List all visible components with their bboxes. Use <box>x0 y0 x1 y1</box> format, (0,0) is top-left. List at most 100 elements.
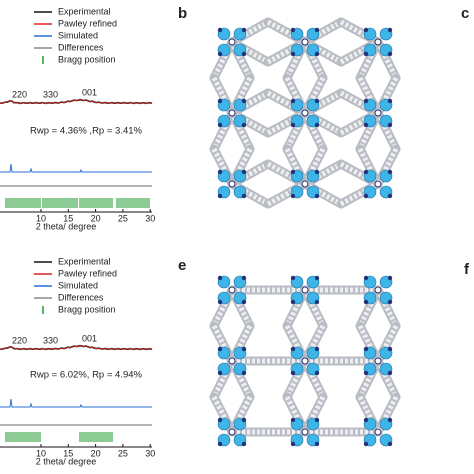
node-dot <box>290 51 296 57</box>
legend-label: Simulated <box>58 30 98 40</box>
node-center <box>301 428 309 436</box>
x-tick-label: 25 <box>118 448 128 458</box>
node-dot <box>387 275 393 281</box>
node-dot <box>217 441 223 447</box>
node-center <box>228 180 236 188</box>
node-center <box>301 180 309 188</box>
node-dot <box>363 417 369 423</box>
legend-label: Simulated <box>58 280 98 290</box>
node-dot <box>314 370 320 376</box>
node-dot <box>363 299 369 305</box>
x-tick-label: 15 <box>63 448 73 458</box>
legend-label: Pawley refined <box>58 18 117 28</box>
node-dot <box>387 122 393 128</box>
legend-label: Experimental <box>58 6 111 16</box>
node-center <box>228 38 236 46</box>
peak-label: 220 <box>12 335 27 345</box>
x-tick-label: 30 <box>145 213 155 223</box>
x-tick-label: 15 <box>63 213 73 223</box>
node-dot <box>217 98 223 104</box>
legend-label: Experimental <box>58 256 111 266</box>
node-dot <box>241 27 247 33</box>
node-dot <box>363 370 369 376</box>
node-dot <box>314 299 320 305</box>
fit-text: Rwp = 6.02%, Rp = 4.94% <box>30 370 143 381</box>
node-center <box>374 286 382 294</box>
peak-label: 220 <box>12 89 27 99</box>
node-dot <box>217 27 223 33</box>
node-dot <box>241 98 247 104</box>
node-dot <box>387 98 393 104</box>
node-dot <box>363 441 369 447</box>
simulated-curve <box>0 398 152 408</box>
node-dot <box>290 299 296 305</box>
node-dot <box>314 275 320 281</box>
node-dot <box>241 193 247 199</box>
x-tick-label: 20 <box>91 448 101 458</box>
x-tick-label: 20 <box>91 213 101 223</box>
node-dot <box>241 122 247 128</box>
panel-letter: e <box>178 257 186 274</box>
refined-curve <box>0 99 153 104</box>
node-center <box>228 109 236 117</box>
node-dot <box>290 193 296 199</box>
node-dot <box>387 193 393 199</box>
node-dot <box>363 98 369 104</box>
x-tick-label: 10 <box>36 213 46 223</box>
peak-label: 330 <box>43 89 58 99</box>
node-dot <box>387 441 393 447</box>
node-dot <box>387 417 393 423</box>
node-center <box>374 38 382 46</box>
fit-text: Rwp = 4.36% ,Rp = 3.41% <box>30 126 143 137</box>
legend-label: Bragg position <box>58 304 116 314</box>
node-dot <box>217 417 223 423</box>
node-dot <box>314 51 320 57</box>
node-center <box>301 286 309 294</box>
node-dot <box>387 27 393 33</box>
legend-label: Differences <box>58 42 104 52</box>
node-dot <box>363 275 369 281</box>
node-dot <box>217 169 223 175</box>
node-dot <box>290 441 296 447</box>
x-axis-label: 2 theta/ degree <box>36 456 97 466</box>
refined-curve <box>0 345 153 350</box>
x-tick-label: 10 <box>36 448 46 458</box>
node-dot <box>241 169 247 175</box>
node-dot <box>217 122 223 128</box>
node-dot <box>387 346 393 352</box>
x-tick-label: 30 <box>145 448 155 458</box>
node-dot <box>363 346 369 352</box>
node-dot <box>290 27 296 33</box>
node-dot <box>363 51 369 57</box>
node-dot <box>387 299 393 305</box>
node-dot <box>217 299 223 305</box>
node-dot <box>217 346 223 352</box>
node-center <box>374 428 382 436</box>
node-dot <box>363 169 369 175</box>
node-center <box>228 357 236 365</box>
node-center <box>374 357 382 365</box>
node-dot <box>290 169 296 175</box>
node-dot <box>314 346 320 352</box>
node-dot <box>290 122 296 128</box>
node-dot <box>314 441 320 447</box>
legend-label: Bragg position <box>58 54 116 64</box>
node-dot <box>217 51 223 57</box>
node-dot <box>290 370 296 376</box>
peak-label: 001 <box>82 333 97 343</box>
node-dot <box>217 193 223 199</box>
node-center <box>301 38 309 46</box>
node-dot <box>387 169 393 175</box>
node-center <box>301 357 309 365</box>
node-dot <box>241 299 247 305</box>
node-center <box>228 428 236 436</box>
node-dot <box>241 441 247 447</box>
legend-label: Differences <box>58 292 104 302</box>
node-dot <box>241 51 247 57</box>
node-dot <box>363 193 369 199</box>
node-center <box>301 109 309 117</box>
node-dot <box>241 275 247 281</box>
node-center <box>374 180 382 188</box>
peak-label: 001 <box>82 87 97 97</box>
